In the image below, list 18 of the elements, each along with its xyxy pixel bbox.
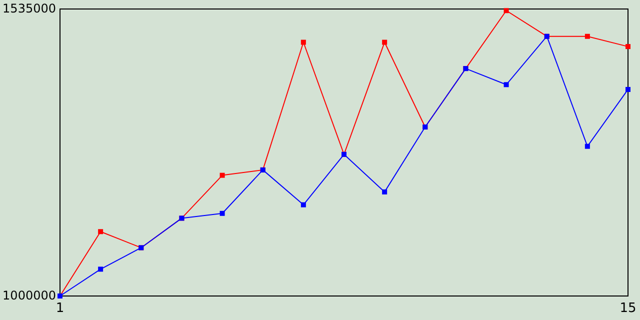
point	[504, 8, 509, 14]
point	[382, 40, 388, 45]
point	[220, 210, 225, 216]
point	[626, 86, 630, 92]
x-tick-label: 1	[56, 301, 64, 316]
point	[584, 144, 590, 149]
point	[98, 266, 104, 272]
x-tick-label: 15	[620, 301, 636, 316]
point	[300, 40, 306, 45]
point	[584, 34, 590, 39]
point	[504, 82, 509, 88]
y-tick-label: 1535000	[2, 1, 56, 16]
point	[220, 172, 225, 178]
y-tick-label: 1000000	[2, 288, 56, 302]
point	[300, 202, 306, 208]
point	[98, 229, 104, 234]
point	[626, 44, 630, 50]
point	[382, 189, 388, 194]
